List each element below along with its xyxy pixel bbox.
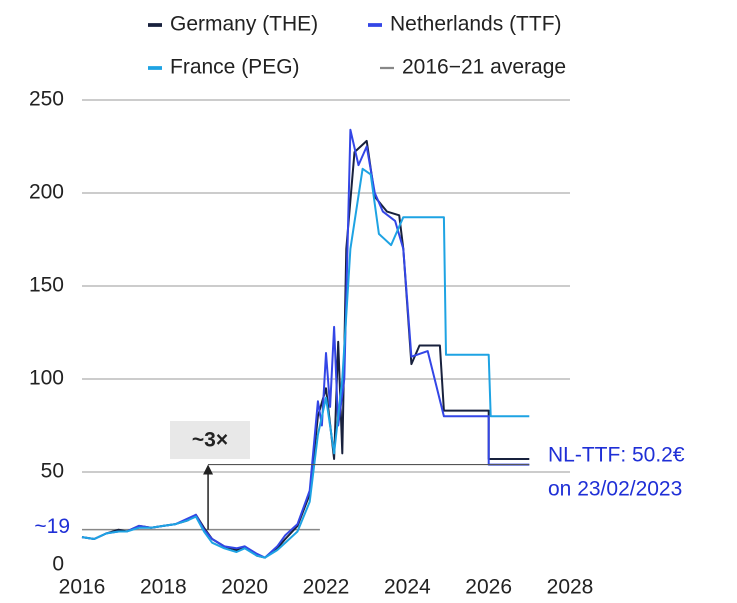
x-tick-label: 2016 bbox=[59, 576, 106, 599]
x-tick-label: 2022 bbox=[303, 576, 350, 599]
legend-label: Netherlands (TTF) bbox=[390, 13, 562, 36]
x-tick-label: 2018 bbox=[140, 576, 187, 599]
average-label: ~19 bbox=[34, 515, 70, 538]
y-tick-label: 250 bbox=[29, 88, 64, 111]
y-tick-label: 150 bbox=[29, 274, 64, 297]
annotation-box bbox=[170, 421, 250, 459]
annotation-text: ~3× bbox=[192, 429, 228, 452]
x-tick-label: 2026 bbox=[465, 576, 512, 599]
x-tick-label: 2028 bbox=[547, 576, 594, 599]
series-line bbox=[81, 139, 530, 559]
y-tick-label: 50 bbox=[41, 460, 64, 483]
y-tick-label: 200 bbox=[29, 181, 64, 204]
annotation-text: NL-TTF: 50.2€ bbox=[548, 444, 685, 467]
legend-label: Germany (THE) bbox=[170, 13, 318, 36]
x-tick-label: 2020 bbox=[221, 576, 268, 599]
series-line bbox=[81, 128, 530, 559]
series-line bbox=[81, 167, 530, 559]
legend-label: 2016−21 average bbox=[402, 56, 566, 79]
annotation-text: on 23/02/2023 bbox=[548, 478, 682, 501]
y-tick-label: 100 bbox=[29, 367, 64, 390]
x-tick-label: 2024 bbox=[384, 576, 431, 599]
legend-label: France (PEG) bbox=[170, 56, 300, 79]
y-tick-label: 0 bbox=[52, 553, 64, 576]
arrow-head bbox=[203, 464, 214, 475]
